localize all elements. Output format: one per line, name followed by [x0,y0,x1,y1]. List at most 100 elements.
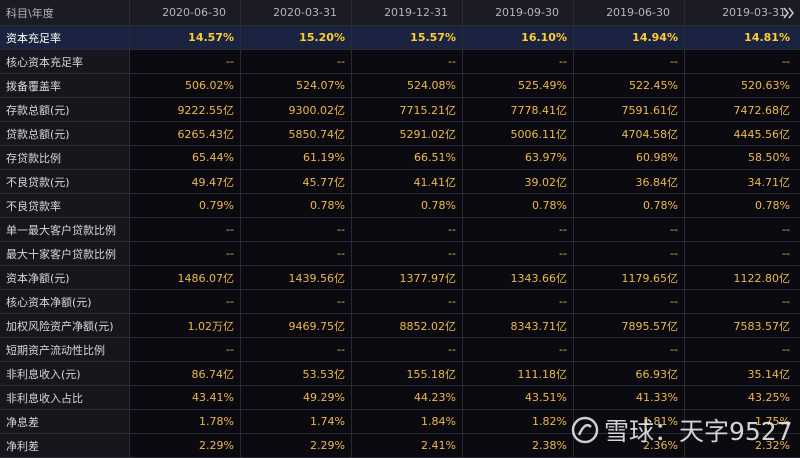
value-cell: 43.25% [748,391,790,404]
value-cell: -- [241,218,352,241]
value-cell: 86.74亿 [130,362,241,385]
value-cell: 522.45% [574,74,685,97]
value-cell: -- [463,50,574,73]
data-row: 不良贷款率 0.79% 0.78% 0.78% 0.78% 0.78% 0.78% [0,194,800,218]
value-cell: 2.32% [755,439,790,452]
corner-label: 科目\年度 [0,0,130,25]
value-cell: 5006.11亿 [463,122,574,145]
value-cell: 7895.57亿 [574,314,685,337]
value-cell: 9469.75亿 [241,314,352,337]
data-row: 净利差 2.29% 2.29% 2.41% 2.38% 2.36% 2.32% [0,434,800,458]
value-cell: 524.07% [241,74,352,97]
data-row: 加权风险资产净额(元) 1.02万亿 9469.75亿 8852.02亿 8343.71… [0,314,800,338]
value-cell: -- [352,50,463,73]
value-cell: 506.02% [130,74,241,97]
row-label: 资本净额(元) [0,266,130,289]
value-cell: -- [463,242,574,265]
row-label: 单一最大客户贷款比例 [0,218,130,241]
row-label: 核心资本充足率 [0,50,130,73]
value-cell: 2.38% [463,434,574,457]
value-cell: 7591.61亿 [574,98,685,121]
value-cell: 1122.80亿 [733,271,791,285]
value-cell: 1.02万亿 [130,314,241,337]
value-cell: 6265.43亿 [130,122,241,145]
value-cell: 1343.66亿 [463,266,574,289]
value-cell: 2.41% [352,434,463,457]
value-cell: -- [241,242,352,265]
value-cell: 14.94% [574,26,685,49]
value-cell: 0.78% [463,194,574,217]
data-row: 核心资本净额(元) -- -- -- -- -- -- [0,290,800,314]
value-cell: 7472.68亿 [733,103,791,117]
value-cell: 44.23% [352,386,463,409]
row-label: 贷款总额(元) [0,122,130,145]
value-cell: 1.82% [463,410,574,433]
value-cell: 15.20% [241,26,352,49]
value-cell: 1377.97亿 [352,266,463,289]
header-row: 科目\年度 2020-06-30 2020-03-31 2019-12-31 2019-… [0,0,800,26]
value-cell: -- [574,50,685,73]
data-row: 非利息收入(元) 86.74亿 53.53亿 155.18亿 111.18亿 66.93亿… [0,362,800,386]
data-row: 贷款总额(元) 6265.43亿 5850.74亿 5291.02亿 5006.11亿 4… [0,122,800,146]
data-row: 不良贷款(元) 49.47亿 45.77亿 41.41亿 39.02亿 36.84亿 34.… [0,170,800,194]
value-cell: 1.84% [352,410,463,433]
value-cell: 9300.02亿 [241,98,352,121]
value-cell: 1439.56亿 [241,266,352,289]
value-cell: -- [130,338,241,361]
data-row: 最大十家客户贷款比例 -- -- -- -- -- -- [0,242,800,266]
value-cell: -- [241,290,352,313]
row-label: 不良贷款率 [0,194,130,217]
value-cell: 9222.55亿 [130,98,241,121]
data-row: 资本充足率 14.57% 15.20% 15.57% 16.10% 14.94% 14.81… [0,26,800,50]
row-label: 最大十家客户贷款比例 [0,242,130,265]
value-cell: 34.71亿 [747,175,791,189]
value-cell: 0.79% [130,194,241,217]
data-row: 单一最大客户贷款比例 -- -- -- -- -- -- [0,218,800,242]
value-cell: 58.50% [748,151,790,164]
value-cell: 41.33% [574,386,685,409]
value-cell: 7778.41亿 [463,98,574,121]
value-cell: 5291.02亿 [352,122,463,145]
value-cell: -- [352,218,463,241]
column-header: 2019-06-30 [574,0,685,25]
column-header: 2020-06-30 [130,0,241,25]
value-cell: 63.97% [463,146,574,169]
row-label: 净息差 [0,410,130,433]
data-row: 存款总额(元) 9222.55亿 9300.02亿 7715.21亿 7778.41亿 7… [0,98,800,122]
value-cell: 14.81% [744,31,790,44]
row-label: 资本充足率 [0,26,130,49]
value-cell: 1.78% [130,410,241,433]
value-cell: -- [463,218,574,241]
value-cell: 2.29% [241,434,352,457]
value-cell: -- [574,242,685,265]
expand-button[interactable] [782,6,796,20]
column-header: 2019-12-31 [352,0,463,25]
value-cell: 520.63% [741,79,790,92]
column-header: 2020-03-31 [241,0,352,25]
data-row: 存贷款比例 65.44% 61.19% 66.51% 63.97% 60.98% 58.50… [0,146,800,170]
value-cell: -- [352,242,463,265]
data-row: 核心资本充足率 -- -- -- -- -- -- [0,50,800,74]
value-cell: 35.14亿 [747,367,791,381]
value-cell: -- [130,290,241,313]
value-cell: -- [241,50,352,73]
row-label: 非利息收入(元) [0,362,130,385]
value-cell: 1179.65亿 [574,266,685,289]
value-cell: 43.41% [130,386,241,409]
row-label: 不良贷款(元) [0,170,130,193]
value-cell: -- [782,247,790,260]
value-cell: 66.93亿 [574,362,685,385]
value-cell: 2.36% [574,434,685,457]
value-cell: 0.78% [755,199,790,212]
value-cell: 155.18亿 [352,362,463,385]
value-cell: 0.78% [241,194,352,217]
value-cell: 5850.74亿 [241,122,352,145]
value-cell: 53.53亿 [241,362,352,385]
value-cell: -- [463,338,574,361]
value-cell: 14.57% [130,26,241,49]
value-cell: -- [241,338,352,361]
value-cell: 1.75% [755,415,790,428]
column-header: 2019-03-31 [685,0,800,25]
value-cell: 61.19% [241,146,352,169]
